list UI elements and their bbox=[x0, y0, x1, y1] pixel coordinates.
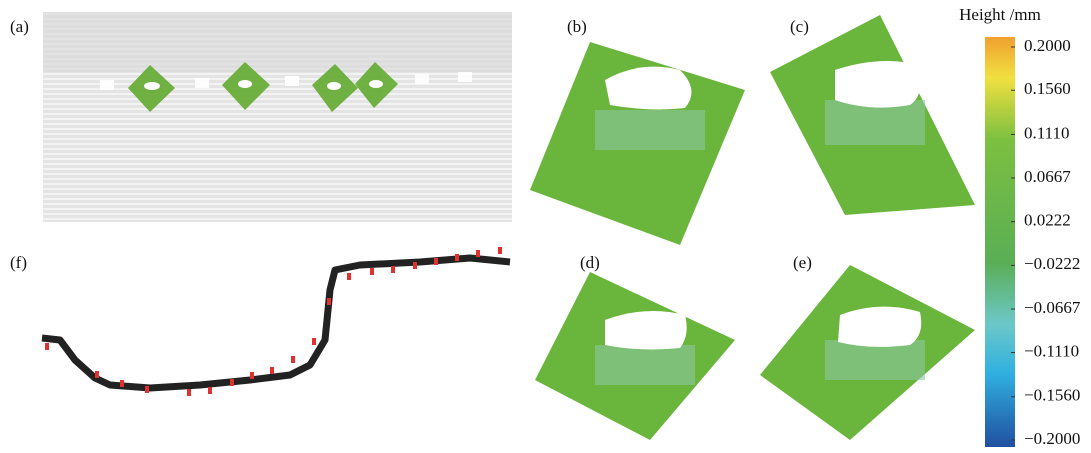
colorbar-tick-label: 0.1110 bbox=[1024, 123, 1070, 142]
panel-label: (f) bbox=[10, 253, 27, 272]
colorbar-tick-label: 0.2000 bbox=[1024, 36, 1071, 55]
colorbar-tick-label: −0.0667 bbox=[1024, 298, 1081, 317]
surface-b bbox=[530, 42, 745, 245]
surface-c bbox=[770, 15, 975, 215]
panel-label: (b) bbox=[567, 17, 587, 36]
panel-label: (d) bbox=[580, 253, 600, 272]
colorbar-tick-label: 0.1560 bbox=[1024, 79, 1071, 98]
panel-label: (c) bbox=[790, 17, 809, 36]
colorbar-tick-label: −0.2000 bbox=[1024, 429, 1080, 448]
colorbar bbox=[985, 37, 1015, 447]
colorbar-tick-label: 0.0667 bbox=[1024, 167, 1071, 186]
profile-f bbox=[42, 247, 510, 396]
figure: (a) (b) (c) (f) (d) (e) Height /mm 0.200… bbox=[0, 0, 1091, 453]
colorbar-tick-label: 0.0222 bbox=[1024, 211, 1071, 230]
colorbar-tick-label: −0.0222 bbox=[1024, 254, 1080, 273]
panel-label: (a) bbox=[10, 17, 29, 36]
panel-label: (e) bbox=[793, 253, 812, 272]
surface-e bbox=[760, 265, 975, 440]
surface-d bbox=[535, 272, 735, 440]
colorbar-title: Height /mm bbox=[959, 5, 1041, 24]
panel-a-image bbox=[43, 12, 512, 222]
colorbar-tick-label: −0.1560 bbox=[1024, 386, 1080, 405]
page: {"panels": {"a": "(a)", "b": "(b)", "c":… bbox=[0, 0, 1091, 453]
colorbar-tick-label: −0.1110 bbox=[1024, 341, 1079, 360]
